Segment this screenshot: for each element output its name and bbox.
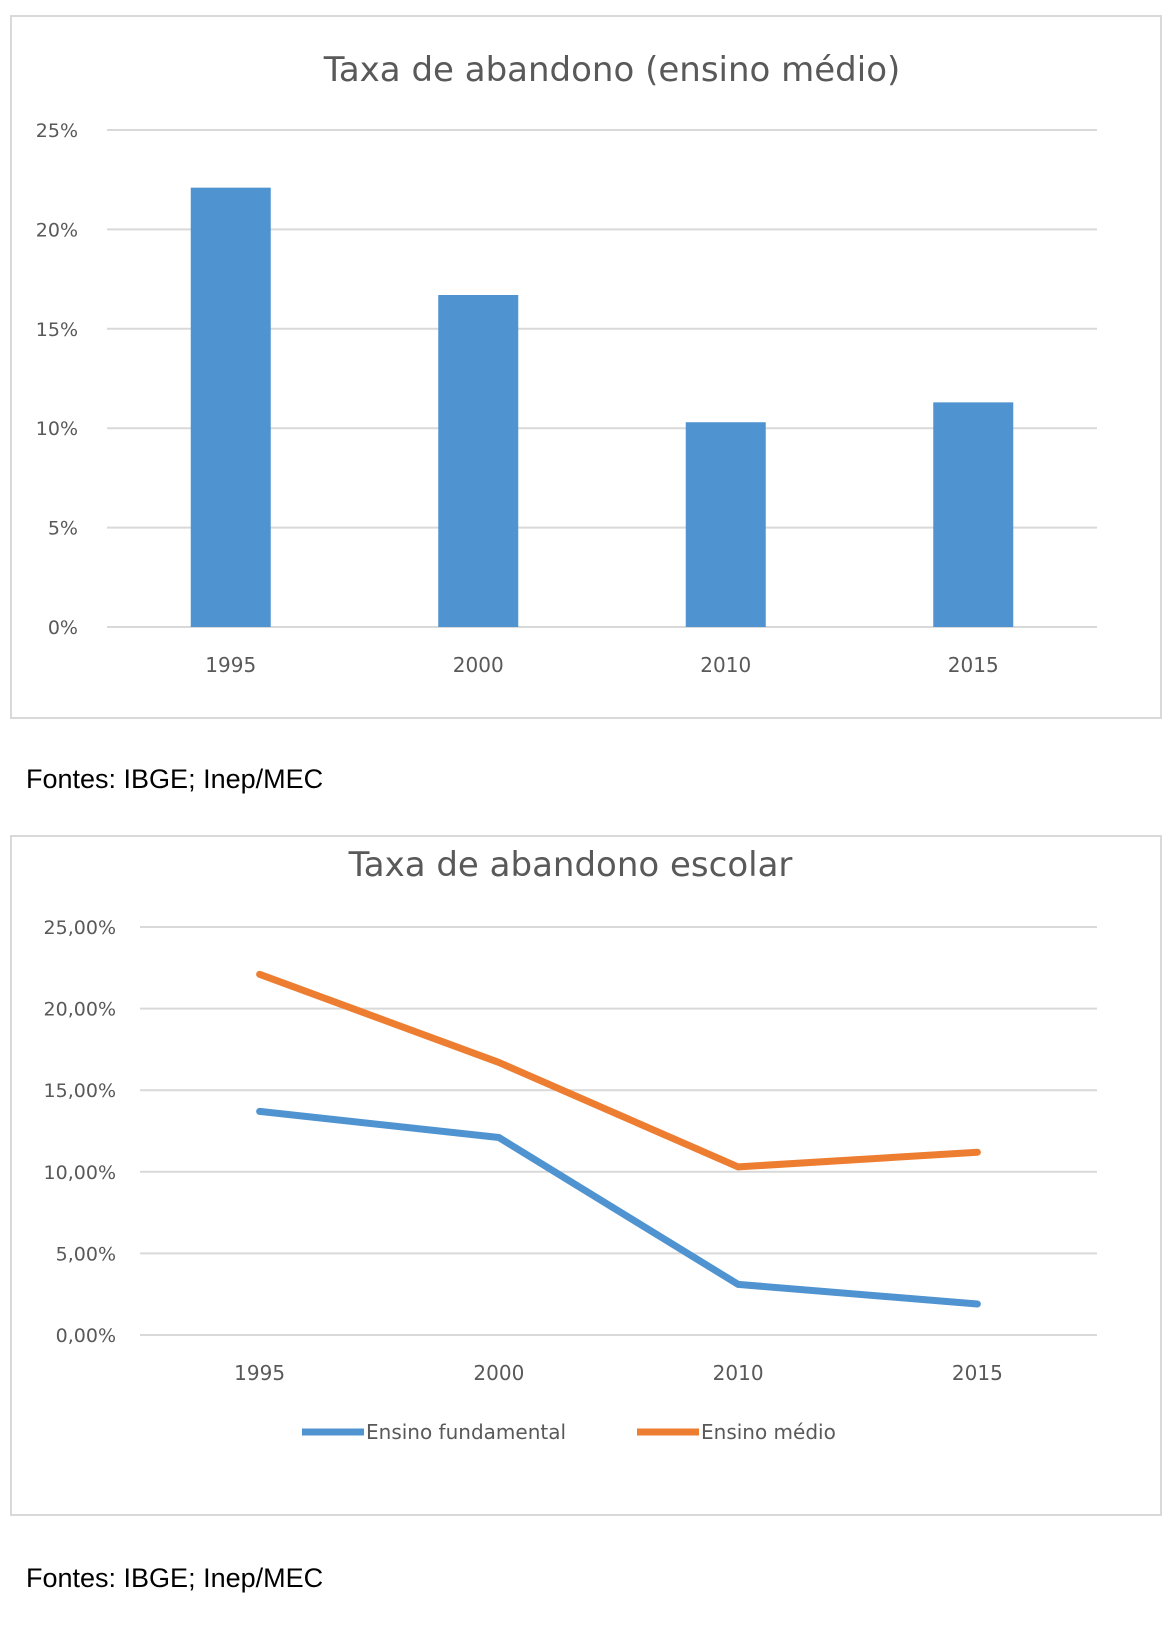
y-tick-label: 20% [36,219,78,241]
x-tick-label: 2010 [700,653,751,677]
y-tick-label: 0,00% [56,1325,116,1347]
bar-chart-panel: Taxa de abandono (ensino médio) 0% 5% 10% 15… [10,15,1162,719]
bar-2000 [438,295,519,627]
series-line-ensino-fundamental [256,1107,981,1308]
x-tick-label: 2015 [948,653,999,677]
y-tick-label: 10% [36,418,78,440]
y-tick-label: 5,00% [56,1243,116,1265]
y-tick-label: 10,00% [44,1162,116,1184]
x-tick-label: 2015 [952,1361,1003,1385]
y-tick-label: 25,00% [44,917,116,939]
y-tick-label: 15,00% [44,1080,116,1102]
chart-title: Taxa de abandono escolar [348,845,793,885]
y-tick-label: 25% [36,120,78,142]
x-tick-label: 2000 [453,653,504,677]
y-tick-label: 0% [48,617,78,639]
chart-title: Taxa de abandono (ensino médio) [323,50,901,90]
legend-label: Ensino fundamental [366,1420,566,1444]
x-tick-label: 2010 [713,1361,764,1385]
bar-2015 [933,402,1014,627]
bar-2010 [685,422,766,627]
legend-label: Ensino médio [701,1420,836,1444]
series-line-ensino-medio [256,970,981,1171]
bar-1995 [190,187,271,628]
bar-chart: Taxa de abandono (ensino médio) 0% 5% 10% 15… [36,50,1097,677]
y-tick-label: 15% [36,319,78,341]
y-tick-label: 20,00% [44,999,116,1021]
x-tick-label: 1995 [234,1361,285,1385]
x-tick-label: 1995 [205,653,256,677]
line-chart-panel: Taxa de abandono escolar 0,00% 5,00% 10,00%… [10,835,1162,1516]
source-note: Fontes: IBGE; Inep/MEC [26,1563,324,1593]
line-chart: Taxa de abandono escolar 0,00% 5,00% 10,00%… [44,845,1097,1444]
x-tick-label: 2000 [473,1361,524,1385]
source-note: Fontes: IBGE; Inep/MEC [26,764,324,794]
y-tick-label: 5% [48,518,78,540]
